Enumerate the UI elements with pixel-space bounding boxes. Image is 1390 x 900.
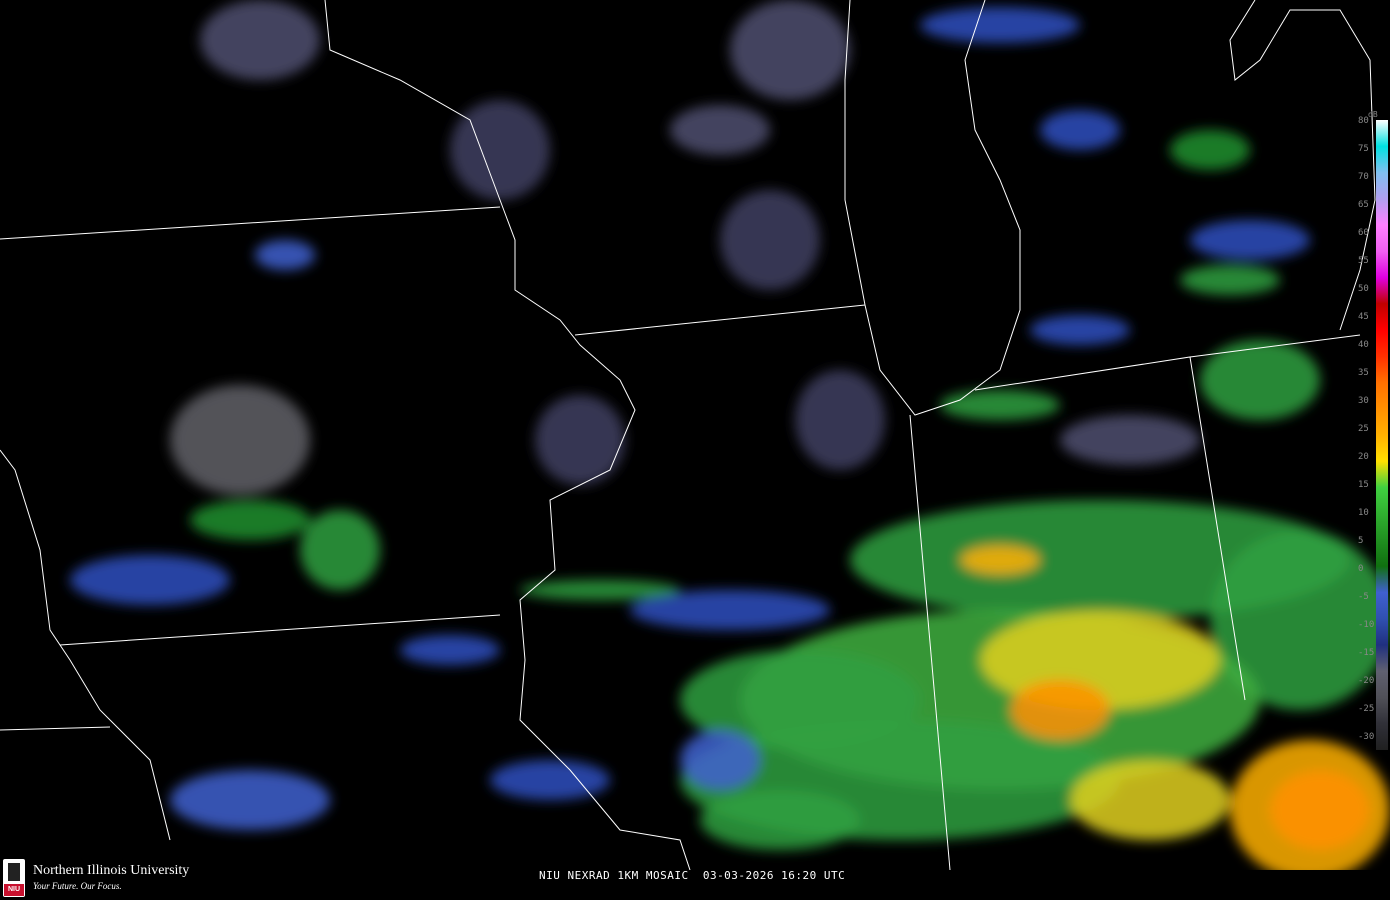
radar-echo: [730, 0, 850, 100]
shoreline: [1229, 0, 1376, 331]
radar-echo: [1060, 415, 1200, 465]
radar-echo: [1010, 680, 1110, 740]
scale-tick-label: 25: [1358, 424, 1369, 434]
scale-tick-label: -30: [1358, 732, 1375, 742]
state-border: [0, 726, 111, 731]
radar-echo: [1170, 130, 1250, 170]
radar-echo: [630, 590, 830, 630]
radar-echo: [70, 555, 230, 605]
radar-echo: [1180, 265, 1280, 295]
radar-echo: [960, 545, 1040, 575]
state-border: [1189, 334, 1361, 358]
scale-tick-label: 75: [1358, 144, 1369, 154]
scale-tick-label: 55: [1358, 256, 1369, 266]
scale-tick-label: 70: [1358, 172, 1369, 182]
scale-tick-label: 40: [1358, 340, 1369, 350]
radar-echo: [1200, 340, 1320, 420]
radar-echo: [1210, 530, 1390, 710]
scale-tick-label: 45: [1358, 312, 1369, 322]
radar-echo: [170, 770, 330, 830]
radar-echo: [920, 7, 1080, 43]
scale-tick-label: 60: [1358, 228, 1369, 238]
scale-tick-label: -25: [1358, 704, 1375, 714]
radar-echo: [300, 510, 380, 590]
scale-unit: dB: [1368, 110, 1378, 119]
university-tagline: Your Future. Our Focus.: [33, 881, 122, 891]
product-caption: NIU NEXRAD 1KM MOSAIC 03-03-2026 16:20 U…: [539, 869, 846, 882]
radar-echo: [255, 240, 315, 270]
shoreline: [844, 0, 1021, 416]
radar-echo: [680, 650, 920, 750]
radar-echo: [700, 790, 860, 850]
scale-tick-label: 20: [1358, 452, 1369, 462]
scale-tick-label: 10: [1358, 508, 1369, 518]
state-border: [909, 414, 951, 870]
scale-tick-label: 35: [1358, 368, 1369, 378]
river-border: [324, 0, 691, 870]
state-border: [0, 206, 501, 240]
scale-tick-label: 80: [1358, 116, 1369, 126]
state-border: [574, 304, 866, 336]
scale-tick-label: -5: [1358, 592, 1369, 602]
radar-echo: [940, 390, 1060, 420]
radar-echo: [490, 760, 610, 800]
radar-echo: [1270, 770, 1370, 850]
radar-echo: [720, 190, 820, 290]
radar-echo: [1030, 315, 1130, 345]
university-name: Northern Illinois University: [33, 863, 190, 878]
radar-echo: [795, 370, 885, 470]
scale-tick-label: 0: [1358, 564, 1364, 574]
scale-tick-label: 65: [1358, 200, 1369, 210]
radar-echo: [200, 0, 320, 80]
niu-shield-icon: NIU: [3, 859, 25, 897]
radar-echo: [190, 500, 310, 540]
radar-echo: [670, 105, 770, 155]
scale-tick-label: 5: [1358, 536, 1364, 546]
radar-echo: [450, 100, 550, 200]
scale-tick-label: 50: [1358, 284, 1369, 294]
reflectivity-color-scale: [1376, 120, 1388, 750]
radar-map: [0, 0, 1390, 870]
scale-tick-label: -15: [1358, 648, 1375, 658]
scale-tick-label: -10: [1358, 620, 1375, 630]
radar-echo: [535, 395, 625, 485]
bottom-bar: [0, 870, 1390, 900]
radar-echo: [1040, 110, 1120, 150]
scale-tick-label: 30: [1358, 396, 1369, 406]
radar-echo: [170, 385, 310, 495]
radar-echo: [680, 730, 760, 790]
state-border: [59, 614, 501, 646]
radar-echo: [1190, 220, 1310, 260]
radar-echo: [1070, 760, 1230, 840]
scale-tick-label: -20: [1358, 676, 1375, 686]
radar-echo: [400, 635, 500, 665]
state-border: [0, 449, 171, 841]
niu-logo: NIU Northern Illinois University Your Fu…: [0, 856, 228, 900]
scale-tick-label: 15: [1358, 480, 1369, 490]
radar-echo: [520, 580, 680, 600]
